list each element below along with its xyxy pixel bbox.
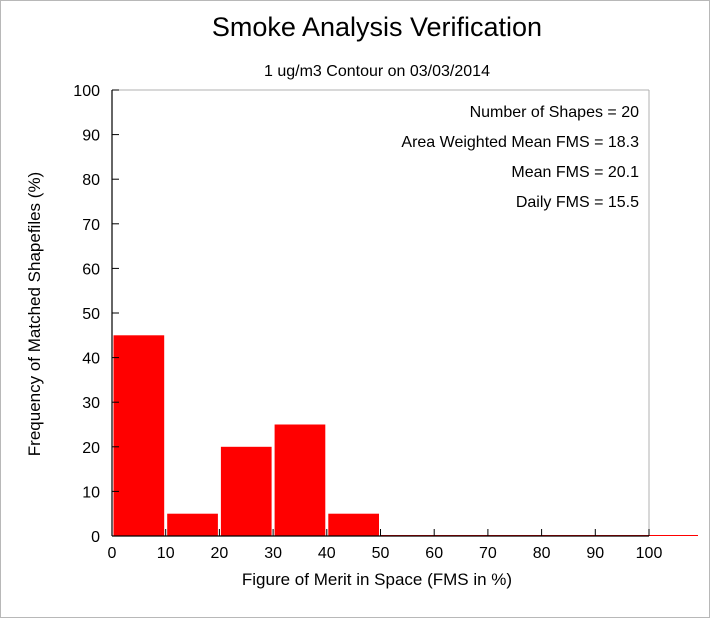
y-tick-label: 70: [82, 217, 100, 234]
histogram-bar: [220, 446, 272, 536]
x-tick-label: 80: [533, 545, 551, 562]
x-tick-label: 50: [372, 545, 390, 562]
x-tick-labels: 0 10 20 30 40 50 60 70 80 90 100: [108, 545, 663, 562]
y-tick-label: 40: [82, 351, 100, 368]
y-tick-label: 10: [82, 484, 100, 501]
chart-title: Smoke Analysis Verification: [212, 12, 542, 42]
stat-annotation: Daily FMS = 15.5: [516, 194, 639, 211]
x-tick-label: 70: [479, 545, 497, 562]
y-axis-label: Frequency of Matched Shapefiles (%): [25, 172, 44, 456]
x-tick-label: 30: [264, 545, 282, 562]
bars-group: [113, 335, 698, 536]
x-tick-label: 10: [157, 545, 175, 562]
y-tick-label: 30: [82, 395, 100, 412]
y-tick-label: 90: [82, 128, 100, 145]
x-tick-label: 60: [425, 545, 443, 562]
histogram-bar: [167, 513, 218, 536]
x-tick-label: 0: [108, 545, 117, 562]
stat-annotation: Number of Shapes = 20: [470, 104, 640, 121]
y-tick-label: 50: [82, 306, 100, 323]
x-axis-label: Figure of Merit in Space (FMS in %): [242, 570, 512, 589]
histogram-bar: [274, 424, 326, 536]
y-tick-label: 0: [91, 529, 100, 546]
stat-annotation: Area Weighted Mean FMS = 18.3: [401, 134, 639, 151]
axes-group: [111, 89, 650, 537]
x-tick-label: 90: [586, 545, 604, 562]
stat-annotation: Mean FMS = 20.1: [511, 164, 639, 181]
x-tick-label: 20: [211, 545, 229, 562]
x-tick-label: 100: [636, 545, 663, 562]
y-tick-label: 60: [82, 261, 100, 278]
y-tick-label: 20: [82, 440, 100, 457]
x-tick-label: 40: [318, 545, 336, 562]
chart-subtitle: 1 ug/m3 Contour on 03/03/2014: [264, 63, 490, 80]
histogram-bar: [328, 513, 379, 536]
y-tick-labels: 0 10 20 30 40 50 60 70 80 90 100: [73, 83, 100, 546]
y-tick-label: 100: [73, 83, 100, 100]
y-tick-label: 80: [82, 172, 100, 189]
stats-annotations: Number of Shapes = 20 Area Weighted Mean …: [401, 104, 639, 211]
histogram-bar: [113, 335, 165, 536]
